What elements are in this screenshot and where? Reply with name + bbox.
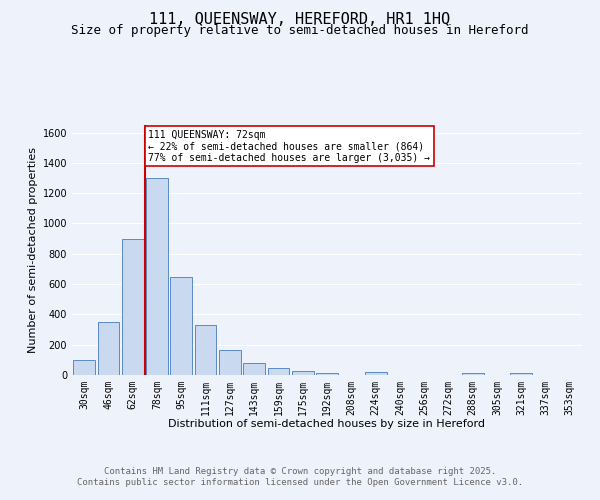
Text: Contains public sector information licensed under the Open Government Licence v3: Contains public sector information licen… [77, 478, 523, 487]
Bar [316, 372, 338, 375]
Bar [146, 178, 168, 375]
Bar [292, 371, 314, 375]
Bar [219, 350, 241, 375]
Text: 111 QUEENSWAY: 72sqm
← 22% of semi-detached houses are smaller (864)
77% of semi: 111 QUEENSWAY: 72sqm ← 22% of semi-detac… [149, 130, 431, 162]
Bar [268, 368, 289, 375]
Bar [170, 276, 192, 375]
Bar [194, 325, 217, 375]
Text: Size of property relative to semi-detached houses in Hereford: Size of property relative to semi-detach… [71, 24, 529, 37]
X-axis label: Distribution of semi-detached houses by size in Hereford: Distribution of semi-detached houses by … [169, 420, 485, 430]
Bar [243, 363, 265, 375]
Bar [122, 238, 143, 375]
Bar [365, 372, 386, 375]
Bar [511, 372, 532, 375]
Bar [462, 372, 484, 375]
Bar [97, 322, 119, 375]
Bar [73, 360, 95, 375]
Text: Contains HM Land Registry data © Crown copyright and database right 2025.: Contains HM Land Registry data © Crown c… [104, 467, 496, 476]
Y-axis label: Number of semi-detached properties: Number of semi-detached properties [28, 147, 38, 353]
Text: 111, QUEENSWAY, HEREFORD, HR1 1HQ: 111, QUEENSWAY, HEREFORD, HR1 1HQ [149, 12, 451, 28]
